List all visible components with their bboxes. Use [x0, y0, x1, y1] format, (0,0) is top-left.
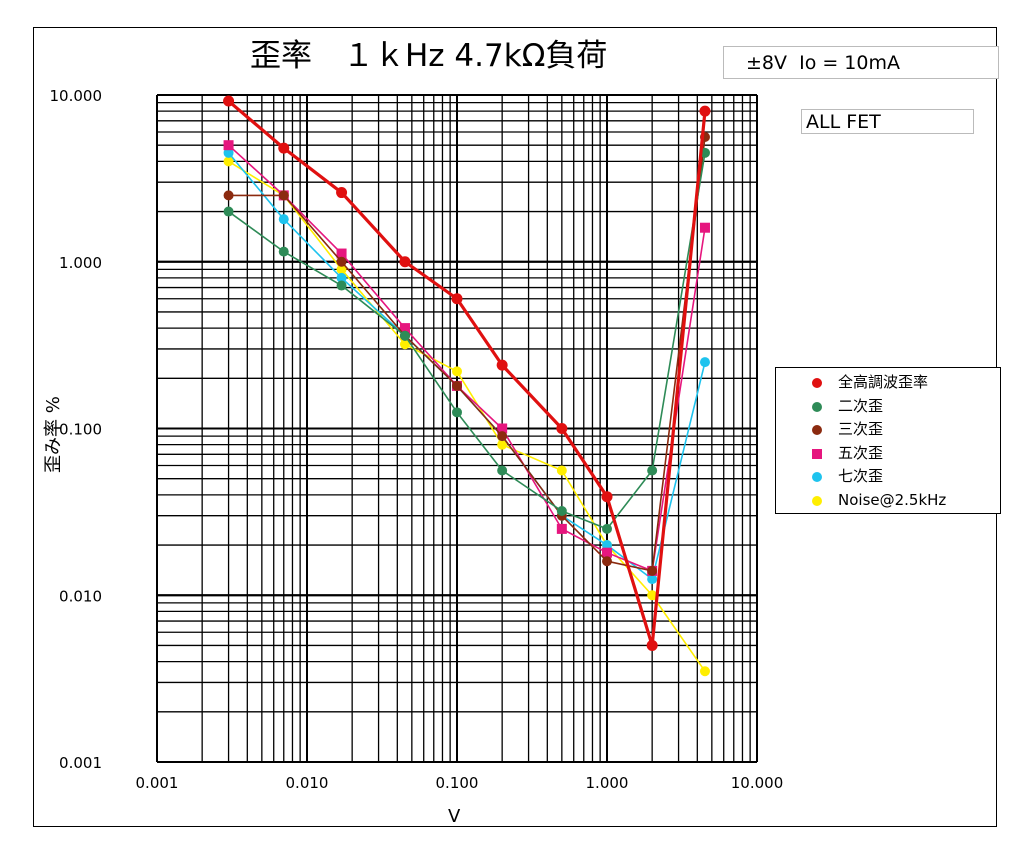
legend-label: 五次歪 — [838, 443, 884, 462]
data-point — [452, 407, 462, 418]
legend-item: 全高調波歪率 — [776, 371, 1000, 395]
data-point — [699, 666, 710, 677]
series-line — [228, 152, 706, 530]
legend-label: Noise@2.5kHz — [838, 490, 947, 509]
data-point — [278, 246, 289, 257]
data-point — [399, 339, 410, 350]
data-point — [278, 142, 290, 154]
data-point — [223, 156, 234, 167]
data-point — [223, 147, 234, 158]
legend-item: 五次歪 — [776, 442, 1000, 466]
data-point — [452, 380, 462, 391]
data-point — [647, 465, 658, 476]
data-point — [497, 431, 508, 442]
x-tick-label: 1.000 — [586, 774, 629, 792]
legend-item: 七次歪 — [776, 465, 1000, 489]
data-point — [336, 280, 347, 291]
y-tick-label: 1.000 — [59, 254, 102, 272]
data-point — [699, 105, 711, 117]
data-point — [399, 323, 410, 334]
data-point — [223, 190, 234, 201]
condition-label: ±8V Io = 10mA — [723, 46, 999, 79]
data-point — [497, 439, 508, 450]
data-point — [497, 465, 508, 476]
data-point — [278, 214, 289, 225]
data-point — [647, 574, 658, 585]
legend-marker — [812, 401, 822, 412]
data-point — [336, 187, 348, 199]
data-point — [601, 491, 613, 503]
data-point — [336, 264, 347, 275]
x-tick-label: 0.010 — [286, 774, 329, 792]
chart-title: 歪率 １ｋHz 4.7kΩ負荷 — [250, 38, 608, 74]
y-tick-label: 0.010 — [59, 587, 102, 605]
x-tick-label: 0.100 — [436, 774, 479, 792]
data-point — [602, 523, 612, 534]
legend-label: 三次歪 — [838, 420, 884, 438]
data-point — [699, 222, 710, 233]
data-point — [223, 140, 234, 151]
x-tick-label: 0.001 — [136, 774, 179, 792]
data-point — [336, 256, 347, 267]
data-point — [336, 272, 347, 283]
legend-label: 全高調波歪率 — [838, 373, 929, 391]
legend-item: Noise@2.5kHz — [776, 489, 1000, 513]
data-point — [647, 565, 658, 576]
data-point — [451, 293, 463, 305]
data-point — [699, 357, 710, 368]
data-point — [556, 506, 567, 517]
data-point — [223, 206, 234, 217]
legend: 全高調波歪率 二次歪三次歪五次歪七次歪 Noise@2.5kHz — [775, 367, 1001, 514]
data-point — [556, 423, 568, 434]
y-tick-label: 0.001 — [59, 754, 102, 772]
data-point — [452, 366, 462, 377]
data-point — [556, 523, 567, 534]
data-point — [399, 256, 411, 268]
data-point — [399, 330, 410, 341]
series-line — [228, 144, 706, 572]
series-line — [227, 99, 707, 648]
data-point — [223, 95, 235, 107]
legend-item: 三次歪 — [776, 418, 1000, 442]
legend-label: 七次歪 — [838, 467, 884, 485]
data-point — [278, 190, 289, 201]
x-axis-label: V — [448, 806, 461, 827]
legend-label: 二次歪 — [838, 396, 884, 415]
data-point — [647, 590, 658, 601]
legend-item: 二次歪 — [776, 395, 1000, 419]
data-point — [556, 465, 567, 476]
x-tick-label: 10.000 — [731, 774, 784, 792]
legend-marker — [812, 448, 822, 459]
data-point — [496, 359, 508, 371]
data-point — [602, 547, 612, 558]
device-label: ALL FET — [801, 109, 974, 134]
y-tick-label: 10.000 — [50, 87, 103, 105]
legend-marker — [812, 378, 822, 388]
data-point — [497, 423, 508, 434]
data-point — [602, 556, 612, 567]
data-point — [336, 248, 347, 259]
y-tick-label: 0.100 — [59, 421, 102, 439]
data-point — [646, 639, 658, 651]
legend-marker — [812, 495, 822, 506]
data-point — [602, 540, 612, 551]
legend-marker — [812, 425, 822, 435]
legend-marker — [812, 472, 822, 482]
